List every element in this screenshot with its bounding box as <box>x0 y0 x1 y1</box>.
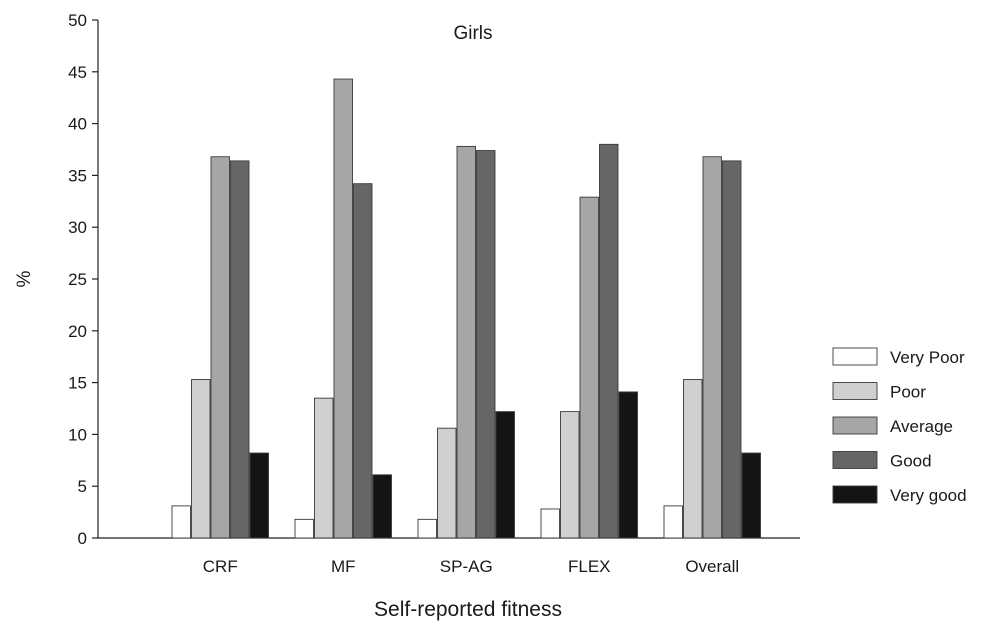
y-tick-label: 20 <box>68 322 87 341</box>
x-tick-label: SP-AG <box>440 557 493 576</box>
bar-poor <box>314 397 334 539</box>
bar-very-poor <box>540 508 560 539</box>
legend-swatch <box>832 347 878 366</box>
y-tick-label: 50 <box>68 11 87 30</box>
chart-title: Girls <box>453 23 492 44</box>
bar-good <box>722 160 742 539</box>
legend-item: Very Poor <box>832 347 965 367</box>
y-axis-ticks: 0 5 10 15 20 25 30 35 40 45 50 <box>68 11 98 548</box>
y-tick-label: 40 <box>68 115 87 134</box>
bar-average <box>210 156 230 539</box>
bar-average <box>702 156 722 539</box>
bar-very-poor <box>663 505 683 539</box>
y-tick-label: 0 <box>78 529 87 548</box>
bar-good <box>353 183 373 539</box>
legend-swatch <box>832 382 878 400</box>
bar-group-sp-ag <box>417 145 515 539</box>
bar-good <box>230 160 250 539</box>
legend-label: Average <box>890 417 953 436</box>
bar-very-good <box>495 411 515 539</box>
legend-label: Very Poor <box>890 348 965 367</box>
y-axis-label: % <box>14 270 35 287</box>
legend-swatch <box>832 485 878 504</box>
y-tick-label: 15 <box>68 374 87 393</box>
legend-label: Good <box>890 452 932 471</box>
bar-good <box>599 143 619 539</box>
x-axis-ticks: CRF MF SP-AG FLEX Overall <box>203 557 739 576</box>
legend: Very Poor Poor Average Good Very good <box>832 347 967 505</box>
bar-good <box>476 150 496 539</box>
legend-item: Good <box>832 451 932 471</box>
bar-very-good <box>249 452 269 539</box>
bar-group-flex <box>540 143 638 539</box>
bar-poor <box>560 411 580 539</box>
legend-label: Very good <box>890 486 967 505</box>
legend-item: Very good <box>832 485 967 505</box>
x-tick-label: FLEX <box>568 557 611 576</box>
legend-item: Average <box>832 416 953 436</box>
plot-area: 0 5 10 15 20 25 30 35 40 45 50 CRF MF SP-AG FLEX Overa… <box>68 11 800 576</box>
bar-group-overall <box>663 156 761 539</box>
x-tick-label: MF <box>331 557 356 576</box>
y-tick-label: 5 <box>78 477 87 496</box>
bar-poor <box>191 379 211 539</box>
bar-poor <box>437 427 457 539</box>
legend-swatch <box>832 416 878 435</box>
x-axis-label: Self-reported fitness <box>374 598 562 621</box>
bar-average <box>333 78 353 539</box>
y-tick-label: 25 <box>68 270 87 289</box>
legend-label: Poor <box>890 383 926 402</box>
y-tick-label: 35 <box>68 166 87 185</box>
bar-group-crf <box>171 156 269 539</box>
bar-very-poor <box>294 518 314 539</box>
bar-average <box>456 145 476 539</box>
bar-very-poor <box>171 505 191 539</box>
bar-very-good <box>618 391 638 539</box>
y-tick-label: 10 <box>68 425 87 444</box>
bar-average <box>579 196 599 539</box>
bar-very-good <box>741 452 761 539</box>
bar-group-mf <box>294 78 392 539</box>
legend-swatch <box>832 451 878 469</box>
bar-very-poor <box>417 518 437 539</box>
y-tick-label: 45 <box>68 63 87 82</box>
bar-very-good <box>372 474 392 539</box>
y-tick-label: 30 <box>68 218 87 237</box>
x-tick-label: Overall <box>685 557 739 576</box>
bar-poor <box>683 379 703 539</box>
bar-groups <box>171 78 761 539</box>
x-tick-label: CRF <box>203 557 238 576</box>
legend-item: Poor <box>832 382 926 402</box>
